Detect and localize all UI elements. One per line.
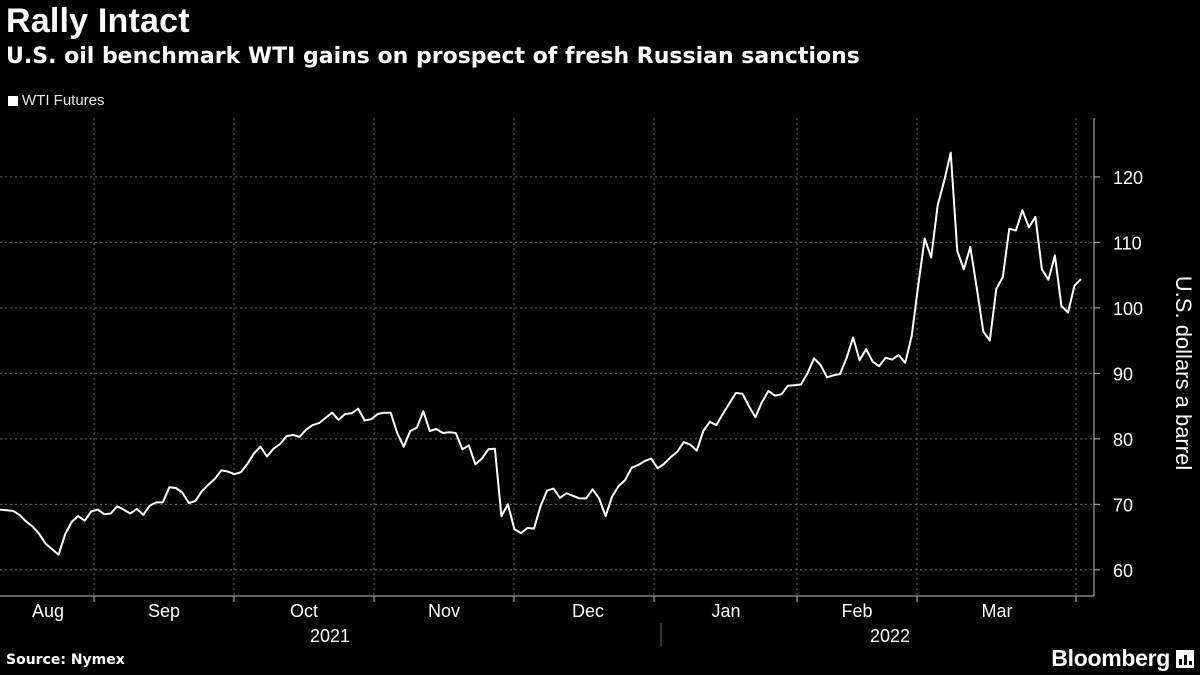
- y-tick-label: 70: [1113, 495, 1133, 515]
- y-tick-label: 60: [1113, 561, 1133, 581]
- x-tick-label: Jan: [711, 601, 740, 621]
- x-tick-label: Dec: [572, 601, 604, 621]
- x-tick-label: Nov: [428, 601, 460, 621]
- series-line-wti-futures: [0, 151, 1082, 556]
- chart-title: Rally Intact: [6, 2, 190, 40]
- source-note: Source: Nymex: [6, 652, 125, 668]
- y-tick-label: 110: [1113, 233, 1142, 253]
- legend-label: WTI Futures: [22, 92, 105, 109]
- chart-legend: WTI Futures: [8, 92, 105, 109]
- x-tick-label: Sep: [148, 601, 180, 621]
- y-tick-label: 120: [1113, 168, 1143, 188]
- y-tick-label: 80: [1113, 430, 1133, 450]
- x-tick-label: Aug: [32, 601, 64, 621]
- brand-name: Bloomberg: [1051, 645, 1170, 671]
- chart-subtitle: U.S. oil benchmark WTI gains on prospect…: [6, 44, 860, 69]
- y-axis-title: U.S. dollars a barrel: [1171, 276, 1196, 470]
- year-label: 2022: [870, 626, 910, 646]
- bloomberg-brand: Bloomberg: [1051, 645, 1194, 672]
- y-tick-label: 100: [1113, 299, 1143, 319]
- x-tick-label: Mar: [982, 601, 1013, 621]
- x-tick-label: Feb: [841, 601, 872, 621]
- x-tick-label: Oct: [290, 601, 318, 621]
- year-label: 2021: [310, 626, 350, 646]
- bloomberg-logo-icon: [1176, 649, 1194, 668]
- legend-swatch: [8, 95, 18, 106]
- y-tick-label: 90: [1113, 364, 1133, 384]
